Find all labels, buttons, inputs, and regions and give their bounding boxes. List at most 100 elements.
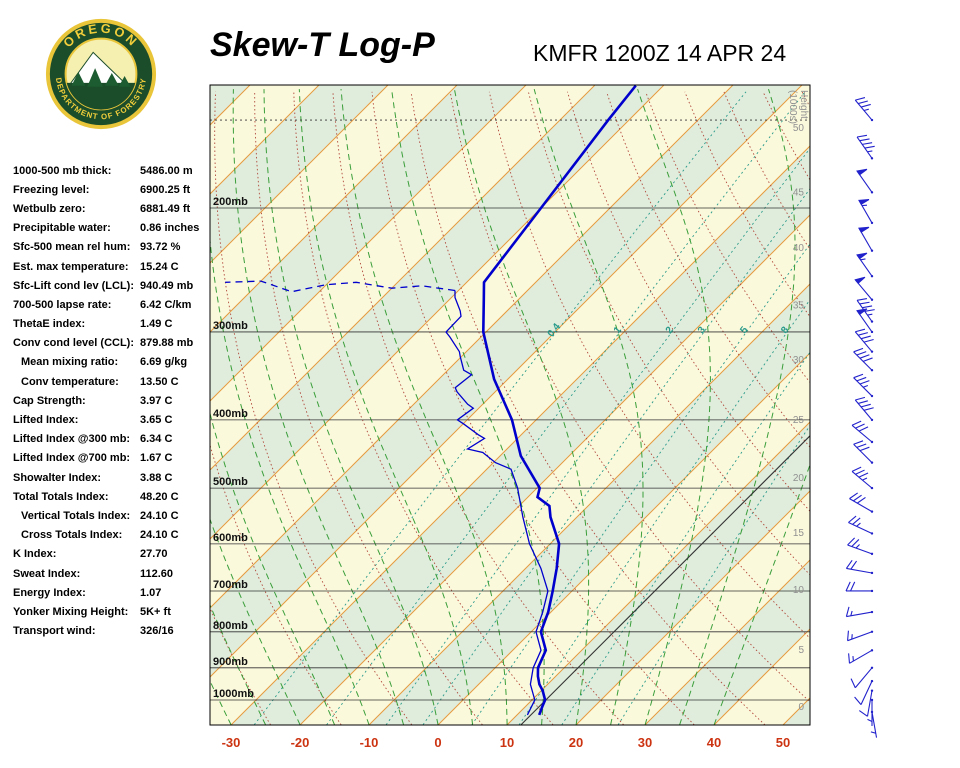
- pressure-lines: [210, 119, 810, 701]
- svg-text:40: 40: [793, 243, 805, 254]
- svg-text:10: 10: [500, 735, 514, 750]
- index-value: 3.65 C: [140, 414, 173, 427]
- index-row: Sweat Index: 112.60: [13, 564, 199, 583]
- index-row: 1000-500 mb thick: 5486.00 m: [13, 161, 199, 180]
- moist-adiabats: [210, 88, 810, 725]
- wind-barb: [845, 606, 874, 618]
- svg-text:15: 15: [793, 528, 805, 539]
- svg-text:300mb: 300mb: [213, 320, 248, 332]
- isotherm-lines: [210, 85, 810, 725]
- dewpoint-upper-dashed-trace: [225, 280, 456, 293]
- temperature-trace: [481, 85, 637, 716]
- wind-barb: [858, 226, 874, 252]
- index-row: Mean mixing ratio: 6.69 g/kg: [13, 353, 199, 372]
- svg-text:8: 8: [779, 324, 791, 336]
- wind-barb: [854, 276, 874, 301]
- index-label: 700-500 lapse rate:: [13, 298, 112, 311]
- index-label: Lifted Index @700 mb:: [13, 452, 131, 465]
- svg-text:800mb: 800mb: [213, 620, 248, 632]
- index-row: Cross Totals Index: 24.10 C: [13, 526, 199, 545]
- index-row: Sfc-Lift cond lev (LCL): 940.49 mb: [13, 276, 199, 295]
- wind-barb: [845, 559, 874, 575]
- index-row: Vertical Totals Index: 24.10 C: [13, 506, 199, 525]
- svg-text:20: 20: [569, 735, 583, 750]
- index-label: Total Totals Index:: [13, 490, 109, 503]
- index-value: 1.67 C: [140, 452, 173, 465]
- svg-text:Height: Height: [798, 90, 809, 119]
- logo-tree-icon: [87, 68, 103, 87]
- index-row: Wetbulb zero: 6881.49 ft: [13, 199, 199, 218]
- wind-barb: [854, 679, 874, 706]
- index-row: 700-500 lapse rate: 6.42 C/km: [13, 295, 199, 314]
- index-row: Est. max temperature: 15.24 C: [13, 257, 199, 276]
- svg-text:50: 50: [793, 123, 805, 134]
- svg-text:35: 35: [793, 300, 805, 311]
- svg-text:5: 5: [738, 324, 750, 336]
- index-row: Precipitable water: 0.86 inches: [13, 219, 199, 238]
- index-value: 0.86 inches: [140, 222, 200, 235]
- index-row: Freezing level: 6900.25 ft: [13, 180, 199, 199]
- wind-barb: [848, 649, 874, 664]
- svg-text:700mb: 700mb: [213, 579, 248, 591]
- wind-barb: [853, 347, 874, 372]
- logo-tree-icon: [118, 75, 131, 87]
- index-label: Lifted Index @300 mb:: [13, 433, 131, 446]
- wind-barb: [854, 328, 874, 353]
- temperature-axis-labels: -30 -20 -10 0 10 20 30 40 50: [222, 735, 791, 750]
- index-label: Conv temperature:: [21, 375, 119, 388]
- index-row: Lifted Index: 3.65 C: [13, 410, 199, 429]
- index-value: 6.69 g/kg: [140, 356, 188, 369]
- svg-text:1: 1: [612, 324, 624, 336]
- dry-adiabats: [210, 91, 810, 725]
- pressure-labels: 200mb 300mb 400mb 500mb 600mb 700mb 800mb 900mb…: [213, 196, 254, 700]
- wind-barb: [856, 168, 874, 194]
- index-row: Conv cond level (CCL): 879.88 mb: [13, 334, 199, 353]
- index-label: Sfc-500 mean rel hum:: [13, 241, 131, 254]
- svg-text:(1000s): (1000s): [787, 90, 798, 124]
- svg-text:10: 10: [793, 585, 805, 596]
- wind-barb: [854, 396, 874, 422]
- index-row: Energy Index: 1.07: [13, 583, 199, 602]
- svg-text:20: 20: [793, 473, 805, 484]
- index-value: 24.10 C: [140, 529, 179, 542]
- reference-line: [520, 435, 810, 725]
- index-value: 13.50 C: [140, 375, 179, 388]
- svg-text:200mb: 200mb: [213, 196, 248, 208]
- index-label: Mean mixing ratio:: [21, 356, 119, 369]
- svg-text:1000mb: 1000mb: [213, 688, 254, 700]
- index-label: Conv cond level (CCL):: [13, 337, 135, 350]
- svg-text:45: 45: [793, 187, 805, 198]
- svg-text:50: 50: [776, 735, 790, 750]
- index-label: Precipitable water:: [13, 222, 111, 235]
- index-row: ThetaE index: 1.49 C: [13, 315, 199, 334]
- plot-area: [210, 85, 810, 725]
- index-value: 15.24 C: [140, 260, 179, 273]
- mixing-ratio-lines: [253, 91, 810, 725]
- index-label: 1000-500 mb thick:: [13, 164, 112, 177]
- svg-text:900mb: 900mb: [213, 656, 248, 668]
- index-row: Transport wind: 326/16: [13, 622, 199, 641]
- wind-barb: [853, 373, 874, 398]
- dewpoint-trace: [445, 290, 549, 716]
- page-title: Skew-T Log-P: [210, 26, 435, 64]
- svg-text:-30: -30: [222, 735, 241, 750]
- wind-barb: [847, 537, 874, 556]
- odf-logo: OREGON DEPARTMENT OF FORESTRY: [45, 18, 157, 130]
- wind-barb: [856, 308, 874, 334]
- index-label: ThetaE index:: [13, 318, 86, 331]
- index-value: 1.07: [140, 586, 162, 599]
- sounding-traces: [225, 85, 637, 716]
- wind-barb: [856, 298, 875, 323]
- index-label: Cap Strength:: [13, 394, 86, 407]
- wind-barb: [853, 440, 874, 464]
- index-label: Wetbulb zero:: [13, 202, 86, 215]
- svg-text:-20: -20: [291, 735, 310, 750]
- index-value: 112.60: [140, 567, 174, 580]
- wind-barb: [854, 97, 874, 122]
- svg-text:30: 30: [793, 355, 805, 366]
- svg-text:-10: -10: [360, 735, 379, 750]
- svg-text:500mb: 500mb: [213, 476, 248, 488]
- svg-text:5: 5: [798, 645, 804, 656]
- index-value: 24.10 C: [140, 509, 179, 522]
